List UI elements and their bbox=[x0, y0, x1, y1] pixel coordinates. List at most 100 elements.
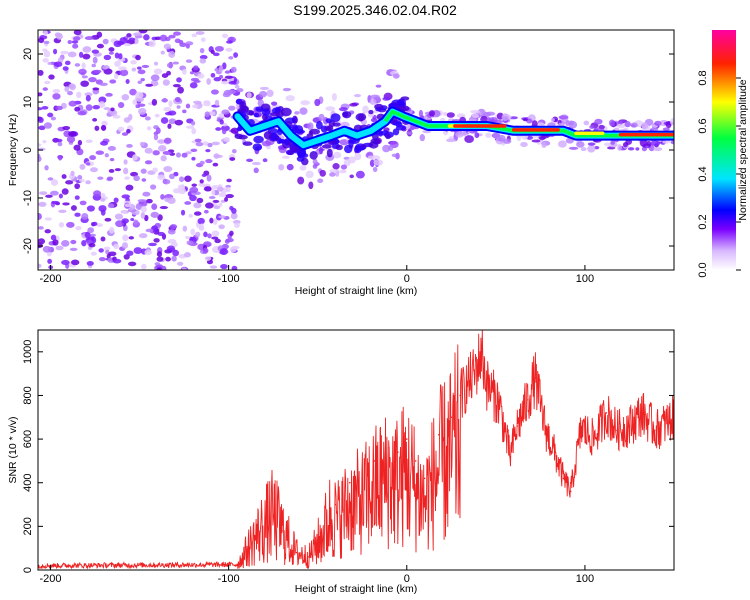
spectral-blob bbox=[568, 146, 579, 150]
spectral-blob bbox=[343, 159, 351, 167]
noise-speck bbox=[108, 168, 115, 173]
noise-speck bbox=[67, 51, 77, 58]
noise-speck bbox=[62, 66, 69, 71]
spectral-blob bbox=[367, 155, 375, 160]
noise-speck bbox=[52, 48, 58, 55]
noise-speck bbox=[211, 141, 220, 146]
noise-speck bbox=[129, 88, 137, 96]
spectrogram-x-axis-label: Height of straight line (km) bbox=[295, 285, 418, 297]
noise-speck bbox=[157, 145, 167, 152]
spectral-blob bbox=[355, 113, 367, 122]
snr-x-tick-label: -200 bbox=[39, 573, 61, 585]
spectral-blob bbox=[353, 93, 362, 98]
noise-speck bbox=[199, 58, 207, 64]
spectral-blob bbox=[395, 124, 407, 131]
snr-marks bbox=[38, 330, 674, 570]
noise-speck bbox=[42, 139, 47, 144]
noise-speck bbox=[182, 68, 187, 75]
colorbar-tick-label: 0.6 bbox=[697, 118, 709, 133]
spectral-blob bbox=[342, 111, 352, 119]
noise-speck bbox=[140, 205, 147, 213]
noise-speck bbox=[211, 184, 219, 190]
noise-speck bbox=[98, 248, 104, 253]
noise-speck bbox=[189, 71, 195, 75]
noise-speck bbox=[211, 89, 219, 95]
noise-speck bbox=[88, 77, 97, 83]
noise-speck bbox=[205, 202, 214, 209]
noise-speck bbox=[89, 155, 97, 161]
spectral-blob bbox=[355, 170, 365, 179]
noise-speck bbox=[184, 175, 192, 183]
noise-speck bbox=[110, 107, 115, 112]
noise-speck bbox=[168, 34, 176, 39]
noise-speck bbox=[102, 65, 109, 70]
noise-speck bbox=[185, 103, 191, 109]
noise-speck bbox=[172, 61, 180, 65]
noise-speck bbox=[42, 245, 52, 253]
noise-speck bbox=[228, 105, 236, 111]
noise-speck bbox=[114, 52, 120, 59]
spectral-blob bbox=[618, 120, 623, 125]
noise-speck bbox=[114, 60, 121, 67]
noise-speck bbox=[92, 56, 98, 64]
snr-data-point bbox=[569, 490, 572, 493]
noise-speck bbox=[177, 86, 184, 94]
noise-speck bbox=[168, 50, 176, 58]
noise-speck bbox=[199, 48, 205, 54]
spectral-blob bbox=[255, 106, 264, 112]
noise-speck bbox=[43, 122, 52, 129]
noise-speck bbox=[205, 159, 213, 164]
noise-speck bbox=[223, 137, 230, 142]
spectral-blob bbox=[246, 92, 252, 99]
noise-speck bbox=[103, 106, 111, 111]
spectral-blob bbox=[326, 148, 333, 158]
noise-speck bbox=[69, 247, 78, 251]
spectral-blob bbox=[258, 90, 268, 98]
spectral-blob bbox=[531, 139, 541, 143]
spectral-blob bbox=[296, 155, 305, 162]
noise-speck bbox=[231, 148, 237, 154]
noise-speck bbox=[133, 219, 139, 225]
noise-speck bbox=[209, 265, 218, 269]
spectral-blob bbox=[331, 92, 337, 101]
noise-speck bbox=[92, 118, 98, 122]
noise-speck bbox=[172, 84, 181, 88]
spectral-blob bbox=[594, 118, 603, 125]
noise-speck bbox=[42, 58, 49, 63]
snr-data-point bbox=[516, 425, 519, 427]
spectral-blob bbox=[369, 98, 377, 105]
noise-speck bbox=[225, 47, 233, 52]
spectral-blob bbox=[654, 120, 662, 126]
spectral-blob bbox=[462, 130, 467, 137]
noise-speck bbox=[195, 141, 204, 147]
noise-speck bbox=[191, 127, 197, 135]
noise-speck bbox=[193, 202, 202, 209]
noise-speck bbox=[191, 33, 197, 38]
noise-speck bbox=[233, 52, 239, 58]
spectral-blob bbox=[541, 142, 547, 149]
spectral-blob bbox=[662, 140, 671, 144]
spectral-blob bbox=[329, 172, 336, 177]
noise-speck bbox=[213, 52, 220, 57]
noise-speck bbox=[197, 73, 205, 79]
noise-speck bbox=[77, 174, 83, 180]
spectral-blob bbox=[278, 164, 285, 171]
noise-speck bbox=[103, 54, 112, 61]
spectral-blob bbox=[329, 169, 339, 173]
noise-speck bbox=[221, 109, 230, 115]
noise-speck bbox=[224, 70, 231, 74]
noise-speck bbox=[161, 98, 169, 103]
noise-speck bbox=[218, 215, 227, 219]
noise-speck bbox=[41, 106, 49, 110]
spectral-blob bbox=[385, 133, 391, 140]
spectral-blob bbox=[670, 140, 674, 145]
spectrogram-x-tick-label: -100 bbox=[218, 273, 240, 285]
noise-speck bbox=[82, 46, 92, 53]
noise-speck bbox=[96, 43, 104, 49]
noise-speck bbox=[126, 33, 132, 38]
spectral-blob bbox=[497, 134, 506, 142]
noise-speck bbox=[64, 60, 71, 66]
noise-speck bbox=[138, 233, 148, 239]
noise-speck bbox=[109, 79, 117, 84]
spectral-blob bbox=[356, 146, 366, 151]
